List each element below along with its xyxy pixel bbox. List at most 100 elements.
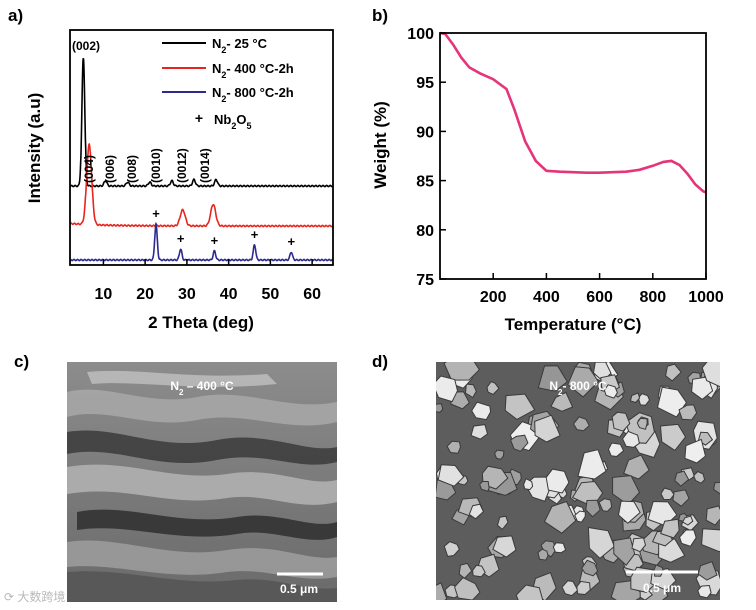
nb2o5-marker: + — [211, 233, 219, 248]
sem-grain — [468, 503, 485, 520]
sem-grain — [622, 430, 640, 448]
panel-c-label: c) — [14, 352, 30, 371]
sem-grain — [674, 470, 690, 487]
sem-grain — [454, 577, 481, 600]
sem-grain — [713, 481, 720, 495]
sem-grain — [437, 464, 465, 487]
xrd-trace-0 — [69, 57, 334, 188]
nb2o5-marker: + — [287, 234, 295, 249]
sem-grain — [572, 416, 590, 432]
watermark: ⟳ 大数跨境 — [4, 590, 66, 604]
nb2o5-marker: + — [177, 231, 185, 246]
legend-label-nb2o5: Nb2O5 — [214, 112, 252, 131]
tga-chart: 200 400 600 800 1000 75 80 85 90 95 100 Temperatu… — [371, 26, 724, 334]
peak-label: (0010) — [149, 148, 163, 183]
sem-grain — [697, 584, 712, 599]
sem-grain — [697, 561, 718, 581]
panel-d-label: d) — [372, 352, 389, 371]
sem-c-scale-label: 0.5 μm — [280, 582, 318, 596]
sem-grain — [492, 535, 517, 558]
sem-grain — [613, 537, 636, 566]
panel-b-label: b) — [372, 6, 389, 25]
legend-marker-symbol: + — [195, 110, 203, 126]
sem-grain — [443, 541, 460, 557]
sem-grain — [443, 362, 481, 381]
panel-a-label: a) — [8, 6, 24, 25]
nb2o5-marker: + — [251, 227, 259, 242]
tga-x-tick-label: 800 — [639, 289, 666, 306]
xrd-chart: + + + + + (002) (004) (006) (008) (0010) (0012) (0… — [25, 29, 334, 332]
sem-grain — [436, 375, 459, 403]
xrd-legend: N2- 25 °C N2- 400 °C-2h N2- 800 °C-2h + … — [162, 36, 294, 131]
sem-grain — [540, 540, 557, 558]
sem-grain — [660, 487, 675, 501]
sem-grain — [705, 505, 720, 526]
sem-grain — [561, 580, 579, 597]
sem-grain — [436, 582, 448, 600]
xrd-x-tick-label: 20 — [136, 286, 154, 303]
sem-grain — [598, 498, 613, 512]
sem-grain — [509, 434, 529, 452]
peak-label: (006) — [103, 155, 117, 183]
sem-grain — [659, 423, 687, 452]
sem-grain — [472, 564, 486, 578]
sem-grain — [629, 392, 641, 404]
tga-x-tick-label: 200 — [480, 289, 507, 306]
watermark-logo-icon: ⟳ — [4, 590, 18, 604]
xrd-y-axis-label: Intensity (a.u) — [25, 93, 44, 204]
sem-grain — [470, 424, 489, 440]
sem-grain — [581, 559, 599, 577]
tga-y-tick-label: 80 — [416, 223, 434, 240]
sem-grain — [665, 363, 682, 382]
legend-label-25: N2- 25 °C — [212, 36, 268, 55]
peak-label: (004) — [82, 155, 96, 183]
xrd-x-tick-label: 40 — [220, 286, 238, 303]
sem-grain — [537, 548, 549, 561]
legend-label-800: N2- 800 °C-2h — [212, 85, 294, 104]
xrd-trace-1 — [69, 142, 334, 228]
sem-grain — [684, 438, 707, 464]
tga-y-tick-label: 85 — [416, 174, 434, 191]
peak-label: (0014) — [198, 148, 212, 183]
sem-grain — [458, 562, 473, 579]
xrd-plot-frame — [69, 29, 334, 266]
sem-grain — [585, 499, 601, 518]
xrd-x-tick-label: 50 — [261, 286, 279, 303]
sem-grain — [494, 449, 505, 460]
sem-d-scale-label: 0.5 μm — [643, 581, 681, 595]
sem-grain — [545, 468, 570, 494]
sem-grain — [631, 537, 647, 553]
sem-grain — [693, 470, 706, 484]
xrd-trace-2 — [69, 221, 334, 262]
tga-x-tick-label: 1000 — [688, 289, 724, 306]
sem-c-caption: N2 – 400 °C — [170, 379, 234, 397]
peak-label: (008) — [125, 155, 139, 183]
sem-grain — [587, 526, 616, 559]
tga-y-tick-label: 100 — [407, 26, 434, 43]
sem-grain — [486, 381, 500, 396]
sem-grain — [464, 383, 477, 399]
peak-label: (002) — [72, 39, 100, 53]
sem-grain — [552, 542, 567, 554]
sem-grain — [436, 403, 444, 413]
sem-image-d: N2- 800 °C 0.5 μm — [436, 362, 720, 600]
sem-grain — [543, 500, 577, 534]
sem-grain — [537, 365, 568, 392]
sem-d-caption: N2- 800 °C — [549, 379, 607, 397]
sem-grain — [479, 481, 490, 492]
sem-grain — [504, 393, 536, 420]
sem-grain — [678, 404, 698, 421]
tga-x-axis-label: Temperature (°C) — [505, 315, 642, 334]
sem-grain — [682, 515, 694, 526]
sem-grain — [576, 580, 591, 596]
nb2o5-marker: + — [152, 206, 160, 221]
sem-grain — [701, 362, 720, 388]
sem-grain — [617, 500, 641, 524]
sem-grain — [523, 478, 534, 491]
legend-label-400: N2- 400 °C-2h — [212, 61, 294, 80]
sem-grain — [577, 449, 607, 480]
sem-grain — [574, 510, 586, 523]
xrd-x-tick-label: 60 — [303, 286, 321, 303]
sem-grain — [567, 366, 600, 398]
tga-plot-frame — [439, 32, 707, 280]
